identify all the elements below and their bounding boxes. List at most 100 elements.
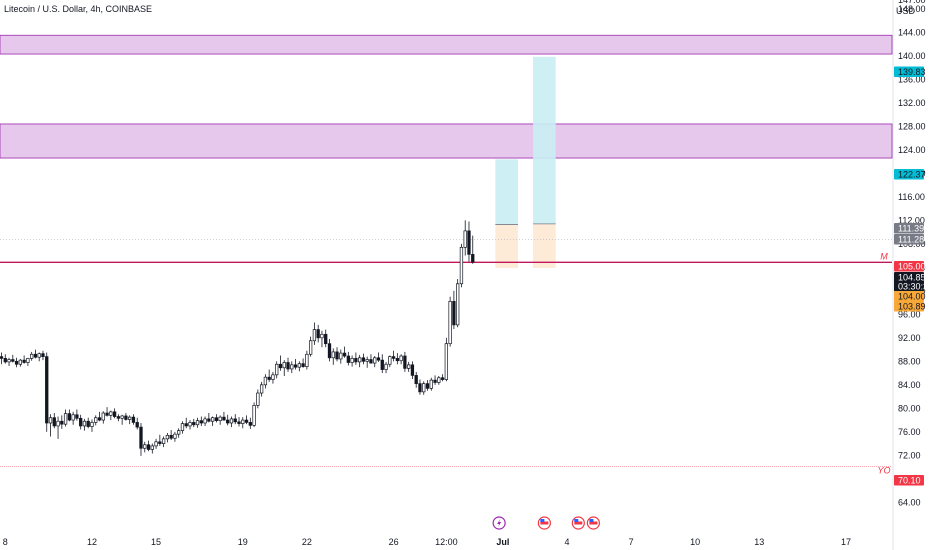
- candle: [207, 418, 211, 422]
- price-tag-label: 104.00: [898, 292, 926, 302]
- candle: [33, 353, 38, 358]
- price-tag[interactable]: [894, 223, 924, 234]
- candle: [354, 358, 358, 363]
- price-tag[interactable]: [894, 475, 924, 486]
- price-tag[interactable]: [894, 66, 924, 78]
- candle: [218, 416, 222, 421]
- price-tag-label: 139.83: [898, 67, 926, 77]
- candle: [350, 358, 354, 363]
- position-target-area-1[interactable]: [495, 159, 518, 225]
- candle: [301, 363, 305, 367]
- price-tag[interactable]: [894, 169, 924, 180]
- candle: [158, 441, 162, 444]
- position-stop-area-1[interactable]: [495, 224, 518, 268]
- price-tick-label: 72.00: [898, 450, 921, 460]
- candle: [376, 357, 381, 361]
- candle: [150, 445, 154, 450]
- position-target-area-2[interactable]: [533, 56, 556, 224]
- candle: [63, 413, 68, 425]
- candle: [410, 364, 415, 376]
- candle: [380, 359, 384, 370]
- candle: [448, 301, 452, 345]
- time-tick-label: 7: [629, 537, 634, 547]
- candle: [290, 364, 294, 370]
- candle: [14, 360, 19, 365]
- candle: [11, 359, 15, 362]
- candle: [203, 418, 207, 424]
- candle: [112, 411, 117, 417]
- chart-title: Litecoin / U.S. Dollar, 4h, COINBASE: [4, 4, 153, 14]
- candle: [48, 417, 53, 424]
- candle: [456, 283, 460, 326]
- candle: [184, 423, 188, 427]
- candle: [26, 358, 30, 363]
- candle: [308, 340, 313, 355]
- time-tick-label: 12:00: [435, 537, 458, 547]
- candle: [139, 426, 143, 449]
- price-tick-label: 140.00: [898, 51, 926, 61]
- candle: [316, 329, 320, 339]
- candle: [90, 422, 94, 427]
- candle: [312, 329, 317, 342]
- position-stop-area-2[interactable]: [533, 223, 556, 268]
- candle: [154, 441, 158, 447]
- time-tick-label: 12: [87, 537, 97, 547]
- price-tag-label: 111.39: [898, 224, 924, 234]
- candle: [56, 420, 60, 427]
- candle: [75, 414, 79, 419]
- candle: [391, 356, 396, 359]
- candle: [22, 359, 26, 363]
- candle: [425, 383, 430, 389]
- candle: [361, 357, 366, 362]
- candle: [97, 417, 102, 421]
- flag-canton: [589, 519, 594, 522]
- candle: [161, 438, 166, 444]
- candle: [346, 355, 350, 363]
- price-tick-label: 80.00: [898, 403, 921, 413]
- flag-stripes: [540, 521, 549, 525]
- candle: [128, 416, 132, 420]
- candle: [101, 412, 105, 421]
- candle: [414, 375, 418, 384]
- candle: [18, 359, 22, 365]
- price-tick-label: 132.00: [898, 98, 926, 108]
- time-tick-label: 10: [690, 537, 700, 547]
- candle: [399, 355, 403, 362]
- price-tick-label: 112.00: [898, 215, 925, 225]
- candle: [422, 383, 426, 393]
- candle: [177, 430, 181, 435]
- time-tick-label: 8: [3, 537, 8, 547]
- flag-stripes: [574, 521, 583, 525]
- candle: [327, 343, 332, 359]
- candle: [369, 359, 373, 364]
- candle: [67, 413, 72, 421]
- candle: [263, 376, 268, 386]
- candle: [79, 417, 83, 427]
- candle: [195, 420, 200, 426]
- candle: [286, 362, 290, 370]
- candle: [459, 246, 464, 285]
- candle: [0, 356, 4, 359]
- price-tag[interactable]: [894, 272, 924, 283]
- candle: [237, 421, 241, 424]
- price-tag[interactable]: [894, 301, 924, 312]
- price-tick-label: 136.00: [898, 74, 926, 84]
- candle: [358, 357, 362, 363]
- price-tag[interactable]: [894, 234, 924, 245]
- price-tag[interactable]: [894, 281, 924, 292]
- candle: [222, 416, 226, 421]
- time-tick-label: 22: [302, 537, 312, 547]
- price-tag-label: 03:30:39: [898, 282, 932, 292]
- resistance-zone-1[interactable]: [0, 34, 893, 55]
- price-tick-label: 144.00: [898, 27, 926, 37]
- price-tick-label: 148.00: [898, 4, 926, 14]
- candle: [82, 420, 87, 427]
- candle: [452, 301, 456, 326]
- price-tick-label: 124.00: [898, 145, 926, 155]
- resistance-zone-2[interactable]: [0, 123, 893, 159]
- candle: [275, 363, 279, 376]
- price-tag[interactable]: [894, 261, 924, 272]
- candle: [342, 352, 347, 357]
- price-tag[interactable]: [894, 291, 924, 302]
